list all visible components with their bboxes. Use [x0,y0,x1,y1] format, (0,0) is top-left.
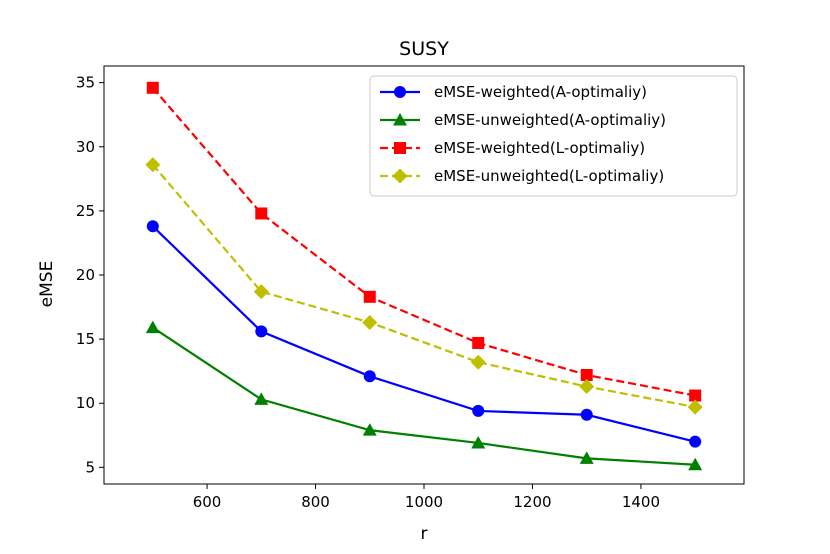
data-point [145,157,161,173]
x-tick-label: 800 [301,493,330,511]
plot-area: 600 800 1000 1200 1400 5 10 15 20 25 30 35 [76,65,745,511]
series-line [151,87,696,397]
x-axis-label: r [421,524,428,544]
data-point [580,408,593,421]
legend-label: eMSE-weighted(A-optimaliy) [434,83,647,101]
x-tick-label: 1200 [513,493,551,511]
series-line [152,225,696,443]
data-point [472,404,485,417]
x-tick-label: 600 [193,493,222,511]
legend: eMSE-weighted(A-optimaliy) eMSE-unweighte… [369,75,738,197]
legend-marker [394,142,406,154]
data-point [470,354,486,370]
legend-label: eMSE-unweighted(L-optimaliy) [434,167,664,185]
y-tick-label: 20 [76,266,95,284]
data-point [253,284,269,300]
legend-marker [393,113,407,126]
data-point [363,370,376,383]
legend-marker [392,168,408,184]
series-line [152,326,696,466]
data-point [145,320,160,334]
y-tick-label: 25 [76,202,95,220]
y-tick-label: 10 [76,394,95,412]
x-tick-label: 1000 [405,493,443,511]
y-tick-label: 35 [76,74,95,92]
data-point [689,389,702,402]
data-point [579,451,594,464]
data-point [255,207,268,220]
data-point [471,435,486,449]
y-tick-label: 30 [76,138,95,156]
data-point [687,399,703,415]
series-line [151,164,696,409]
data-point [363,290,376,303]
data-point [362,314,378,330]
data-point [362,423,377,436]
data-point [254,392,269,405]
chart-title: SUSY [399,38,449,60]
y-tick-label: 15 [76,330,95,348]
x-tick-label: 1400 [622,493,660,511]
y-axis-label: eMSE [37,261,57,308]
data-point [579,379,595,395]
legend-label: eMSE-weighted(L-optimaliy) [434,139,645,157]
legend-marker [394,86,406,98]
data-point [688,457,703,471]
axes-frame [103,65,745,485]
legend-box [369,75,738,197]
data-point [146,81,159,94]
data-point [255,325,268,338]
legend-label: eMSE-unweighted(A-optimaliy) [434,111,666,129]
data-point [689,435,702,448]
data-point [146,220,159,233]
y-tick-label: 5 [85,458,95,476]
data-point [472,336,485,349]
data-point [580,369,593,382]
